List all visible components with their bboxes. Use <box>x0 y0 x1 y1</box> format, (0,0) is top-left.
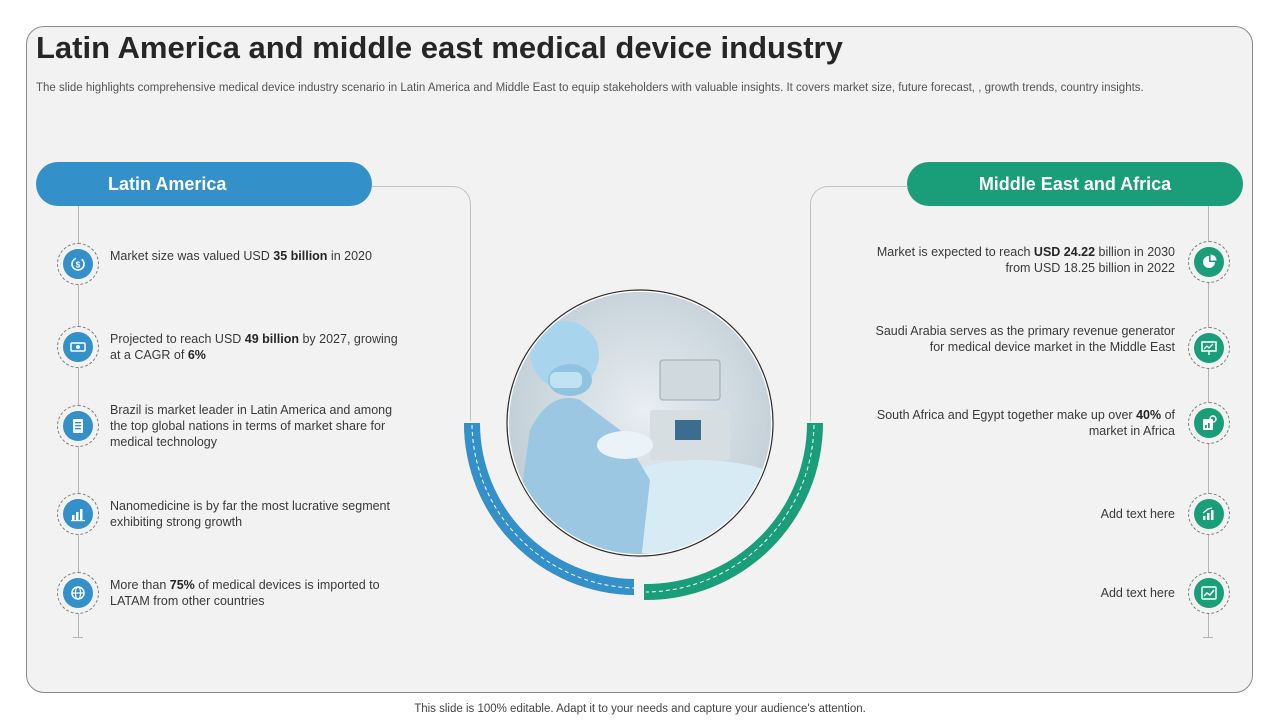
mea-item-4-icon-frame <box>1188 493 1230 535</box>
latin-item-4-text: Nanomedicine is by far the most lucrativ… <box>110 499 390 529</box>
bar-chart-icon <box>63 499 93 529</box>
right-timeline-end <box>1203 637 1213 638</box>
latin-item-2-icon-frame <box>57 326 99 368</box>
latin-item-3-icon-frame <box>57 405 99 447</box>
svg-text:$: $ <box>76 261 81 270</box>
page-title: Latin America and middle east medical de… <box>36 30 843 65</box>
left-timeline-end <box>73 637 83 638</box>
pie-chart-icon <box>1194 247 1224 277</box>
globe-import-icon <box>63 578 93 608</box>
latin-item-2-text: Projected to reach USD 49 billion by 202… <box>110 332 398 362</box>
mea-item-5-text: Add text here <box>1100 586 1175 600</box>
money-cycle-icon: $ <box>63 249 93 279</box>
latin-item-1-text: Market size was valued USD 35 billion in… <box>110 249 372 263</box>
mea-item-2-text: Saudi Arabia serves as the primary reven… <box>875 324 1175 354</box>
latin-item-1-icon-frame: $ <box>57 243 99 285</box>
right-connector-line <box>810 186 908 421</box>
trend-chart-icon <box>1194 578 1224 608</box>
medical-photo-image <box>509 292 771 554</box>
presentation-icon <box>1194 333 1224 363</box>
mea-item-1-text: Market is expected to reach USD 24.22 bi… <box>876 245 1175 275</box>
center-arc-graphic <box>464 289 823 601</box>
report-gear-icon <box>1194 408 1224 438</box>
mea-item-4-text: Add text here <box>1100 507 1175 521</box>
cash-icon <box>63 332 93 362</box>
mea-item-2-icon-frame <box>1188 327 1230 369</box>
latin-item-5-text: More than 75% of medical devices is impo… <box>110 578 380 608</box>
latin-item-5-icon-frame <box>57 572 99 614</box>
page-subtitle: The slide highlights comprehensive medic… <box>36 82 1144 94</box>
left-connector-line <box>372 186 471 421</box>
document-list-icon <box>63 411 93 441</box>
mea-item-3-icon-frame <box>1188 402 1230 444</box>
mea-item-1-icon-frame <box>1188 241 1230 283</box>
latin-america-heading: Latin America <box>36 162 372 206</box>
latin-item-3-text: Brazil is market leader in Latin America… <box>110 403 393 449</box>
footer-note: This slide is 100% editable. Adapt it to… <box>414 703 866 715</box>
latin-item-4-icon-frame <box>57 493 99 535</box>
growth-chart-icon <box>1194 499 1224 529</box>
mea-item-5-icon-frame <box>1188 572 1230 614</box>
mea-item-3-text: South Africa and Egypt together make up … <box>876 408 1175 438</box>
middle-east-arc <box>644 423 823 601</box>
middle-east-heading: Middle East and Africa <box>907 162 1243 206</box>
